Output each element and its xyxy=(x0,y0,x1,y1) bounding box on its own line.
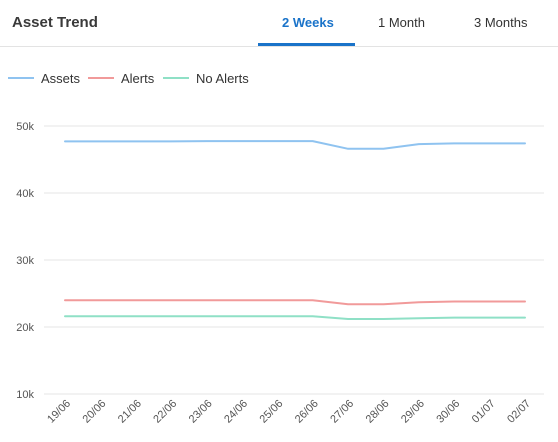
y-tick-label-50k: 50k xyxy=(16,121,34,133)
active-tab-indicator xyxy=(258,43,355,46)
x-tick-label: 23/06 xyxy=(187,398,215,426)
x-tick-label: 30/06 xyxy=(434,398,462,426)
legend-item-no-alerts[interactable]: No Alerts xyxy=(163,70,249,86)
card-header: Asset Trend 2 Weeks 1 Month 3 Months xyxy=(0,0,558,47)
series-line-assets xyxy=(64,140,526,150)
x-tick-label: 24/06 xyxy=(222,398,250,426)
x-tick-label: 19/06 xyxy=(45,398,73,426)
y-tick-label-20k: 20k xyxy=(16,322,34,334)
legend-item-alerts[interactable]: Alerts xyxy=(88,70,154,86)
legend-item-assets[interactable]: Assets xyxy=(8,70,80,86)
card-title: Asset Trend xyxy=(12,14,98,31)
x-tick-label: 25/06 xyxy=(257,398,285,426)
x-tick-label: 26/06 xyxy=(293,398,321,426)
tab-3-months[interactable]: 3 Months xyxy=(474,15,528,30)
legend-swatch-no-alerts xyxy=(163,77,189,79)
y-tick-label-30k: 30k xyxy=(16,255,34,267)
x-tick-label: 20/06 xyxy=(81,398,109,426)
tab-2-weeks[interactable]: 2 Weeks xyxy=(282,15,334,30)
y-tick-label-40k: 40k xyxy=(16,188,34,200)
x-tick-label: 29/06 xyxy=(399,398,427,426)
legend-swatch-alerts xyxy=(88,77,114,79)
tab-1-month[interactable]: 1 Month xyxy=(378,15,425,30)
y-tick-label-10k: 10k xyxy=(16,389,34,401)
x-tick-label: 21/06 xyxy=(116,398,144,426)
x-tick-label: 28/06 xyxy=(364,398,392,426)
x-tick-label: 02/07 xyxy=(505,398,533,426)
x-tick-label: 27/06 xyxy=(328,398,356,426)
x-tick-label: 01/07 xyxy=(470,398,498,426)
legend-swatch-assets xyxy=(8,77,34,79)
legend-label-assets: Assets xyxy=(41,70,81,86)
x-tick-label: 22/06 xyxy=(151,398,179,426)
series-line-no-alerts xyxy=(64,315,526,320)
series-line-alerts xyxy=(64,299,526,306)
legend-label-no-alerts: No Alerts xyxy=(196,70,249,86)
legend-label-alerts: Alerts xyxy=(121,70,155,86)
